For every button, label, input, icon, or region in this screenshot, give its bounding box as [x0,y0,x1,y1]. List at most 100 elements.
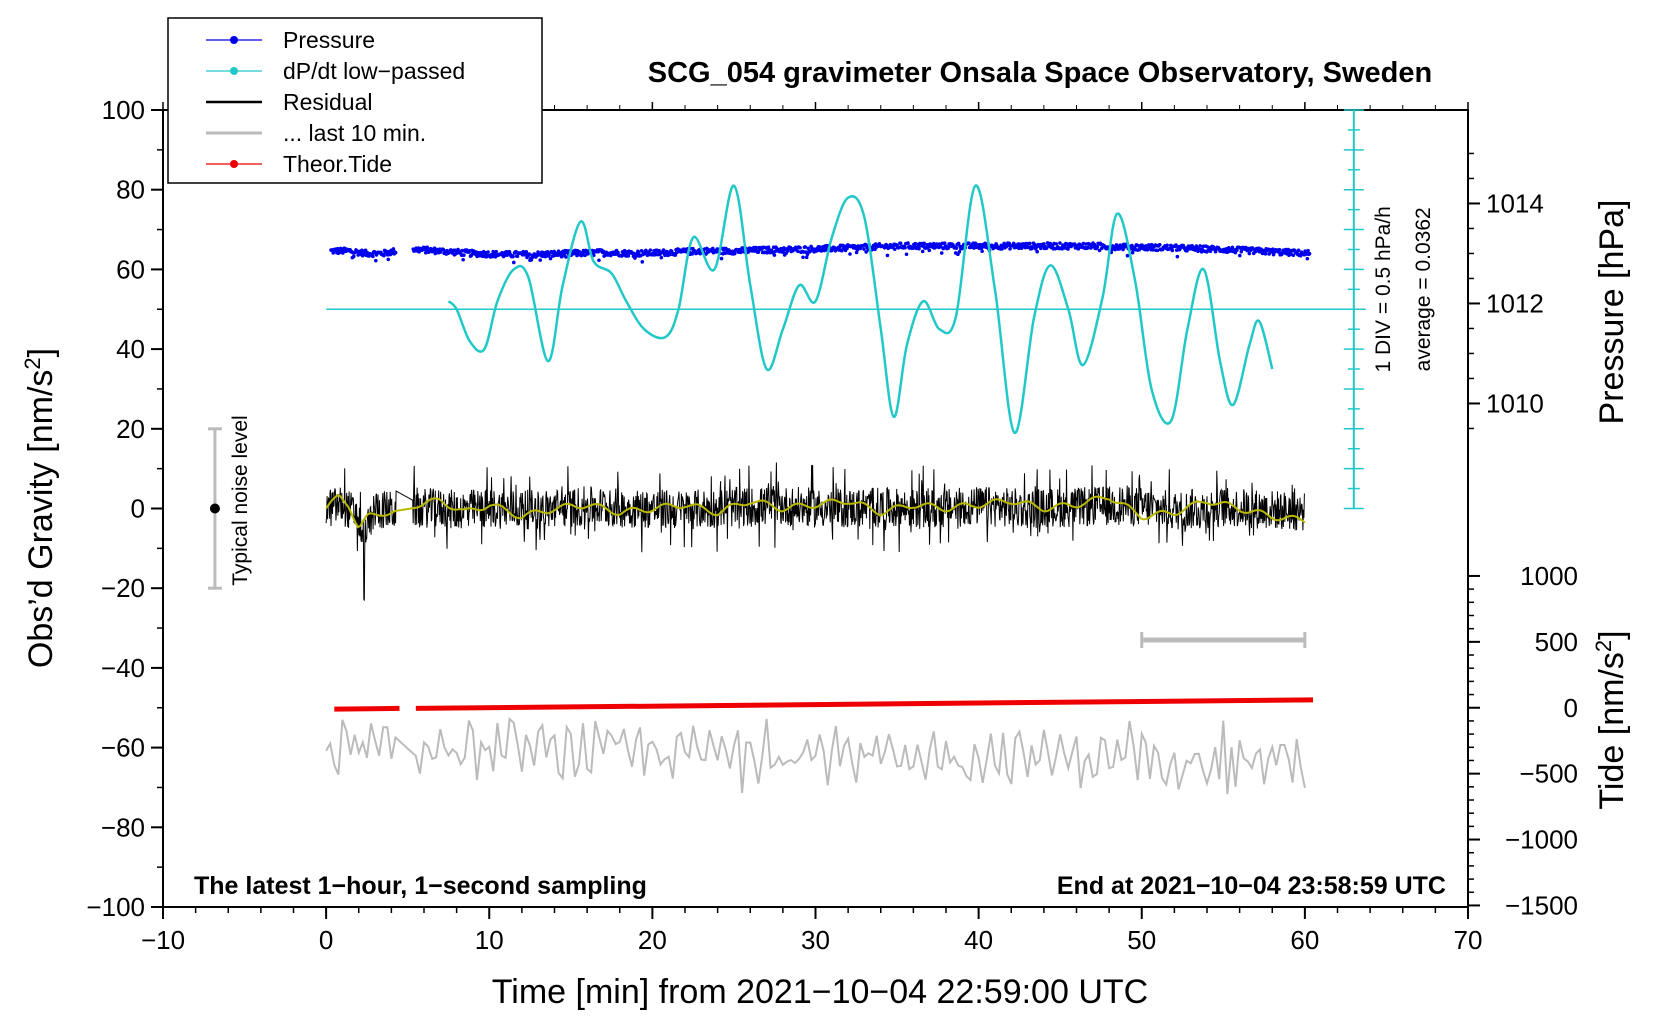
pressure-point [781,250,786,255]
last10-bar [1140,632,1307,649]
pressure-point [373,258,378,263]
pressure-point [461,257,465,262]
pressure-point [586,251,590,256]
tide-series [334,697,1314,712]
pressure-point [1130,250,1135,255]
pressure-point [1291,253,1296,258]
pressure-point [801,255,805,260]
pressure-point [486,250,490,254]
pressure-point [626,254,631,258]
pressure-point [913,241,918,246]
pressure-dots [329,241,1312,265]
pressure-point [1095,245,1100,249]
pressure-point [1081,241,1086,246]
pressure-point [917,246,921,251]
pressure-point [1028,241,1032,246]
pressure-point [632,251,636,256]
y-tick-label: −60 [101,733,145,763]
pressure-point [906,241,910,245]
pressure-point [1296,248,1301,253]
legend: Pressure dP/dt low−passed Residual ... last… [167,17,543,184]
pressure-point [920,249,925,254]
pressure-point [425,245,429,250]
pressure-point [515,254,520,259]
legend-label: Theor.Tide [283,151,392,177]
pressure-point [1247,251,1252,256]
pressure-point [592,253,596,258]
pressure-point [1165,243,1169,248]
pressure-point [386,257,391,262]
pressure-point [1054,242,1059,246]
pressure-point [1306,248,1310,253]
pressure-point [1267,252,1271,256]
x-tick-label: 60 [1290,925,1319,955]
pressure-point [538,258,543,262]
last10-series [325,717,1306,795]
pressure-point [690,252,694,256]
legend-items: Pressure dP/dt low−passed Residual ... last… [206,27,465,177]
axis-ticks [151,102,1480,919]
pressure-point [1151,248,1155,252]
pressure-point [939,251,944,255]
pressure-tick-label: 1010 [1486,388,1544,418]
pressure-point [494,249,498,254]
pressure-point [922,241,926,246]
y-tick-label: 80 [116,175,145,205]
pressure-point [954,246,959,250]
pressure-point [1185,249,1189,253]
pressure-point [1019,246,1024,250]
pressure-point [1305,256,1310,261]
x-tick-label: 0 [319,925,333,955]
dpdt-scale-bar [1343,109,1364,510]
pressure-point [511,254,515,259]
pressure-point [822,248,827,253]
noise-level-bar [207,427,222,590]
pressure-point [608,253,613,258]
pressure-point [527,252,532,256]
pressure-point [351,254,356,259]
y-tick-label: 100 [102,95,145,125]
y-axis-title: Obs’d Gravity [nm/s2] [20,348,60,668]
pressure-point [1155,248,1160,253]
sampling-note: The latest 1−hour, 1−second sampling [194,872,647,900]
legend-box [167,17,543,184]
legend-label: Residual [283,89,373,115]
y-tick-label: 0 [131,494,145,524]
pressure-point [1263,252,1268,256]
pressure-point [524,250,529,254]
pressure-point [1044,246,1049,250]
x-axis-title: Time [min] from 2021−10−04 22:59:00 UTC [492,973,1148,1011]
tide-tick-label: 1000 [1520,561,1578,591]
pressure-point [548,256,553,261]
y-tick-label: −80 [101,812,145,842]
dpdt-series [447,184,1274,435]
residual-series [325,462,1305,601]
pressure-point [1035,249,1039,254]
pressure-point [1271,247,1275,251]
tick-labels: −10 0 10 20 30 40 50 60 70100806040200−20−40−60−… [86,95,1578,955]
pressure-point [1086,245,1090,250]
tide-tick-label: −1500 [1505,890,1578,920]
pressure-point [817,245,821,249]
pressure-point [1198,244,1202,248]
pressure-point [1235,248,1239,252]
series-layer [325,184,1366,795]
pressure-point [885,253,890,258]
pressure-point [331,251,336,255]
pressure-point [639,249,644,253]
pressure-point [806,246,810,251]
pressure-point [803,245,808,249]
pressure-point [898,241,903,246]
chart-title: SCG_054 gravimeter Onsala Space Observat… [648,57,1432,89]
pressure-tick-label: 1012 [1486,288,1544,318]
pressure-point [659,255,664,260]
pressure-point [636,250,641,255]
tide-segment [334,705,400,712]
pressure-point [490,254,495,259]
pressure-point [1307,251,1312,256]
x-tick-label: 20 [638,925,667,955]
pressure-point [927,248,932,253]
pressure-point [371,254,375,259]
pressure-point [967,241,971,245]
